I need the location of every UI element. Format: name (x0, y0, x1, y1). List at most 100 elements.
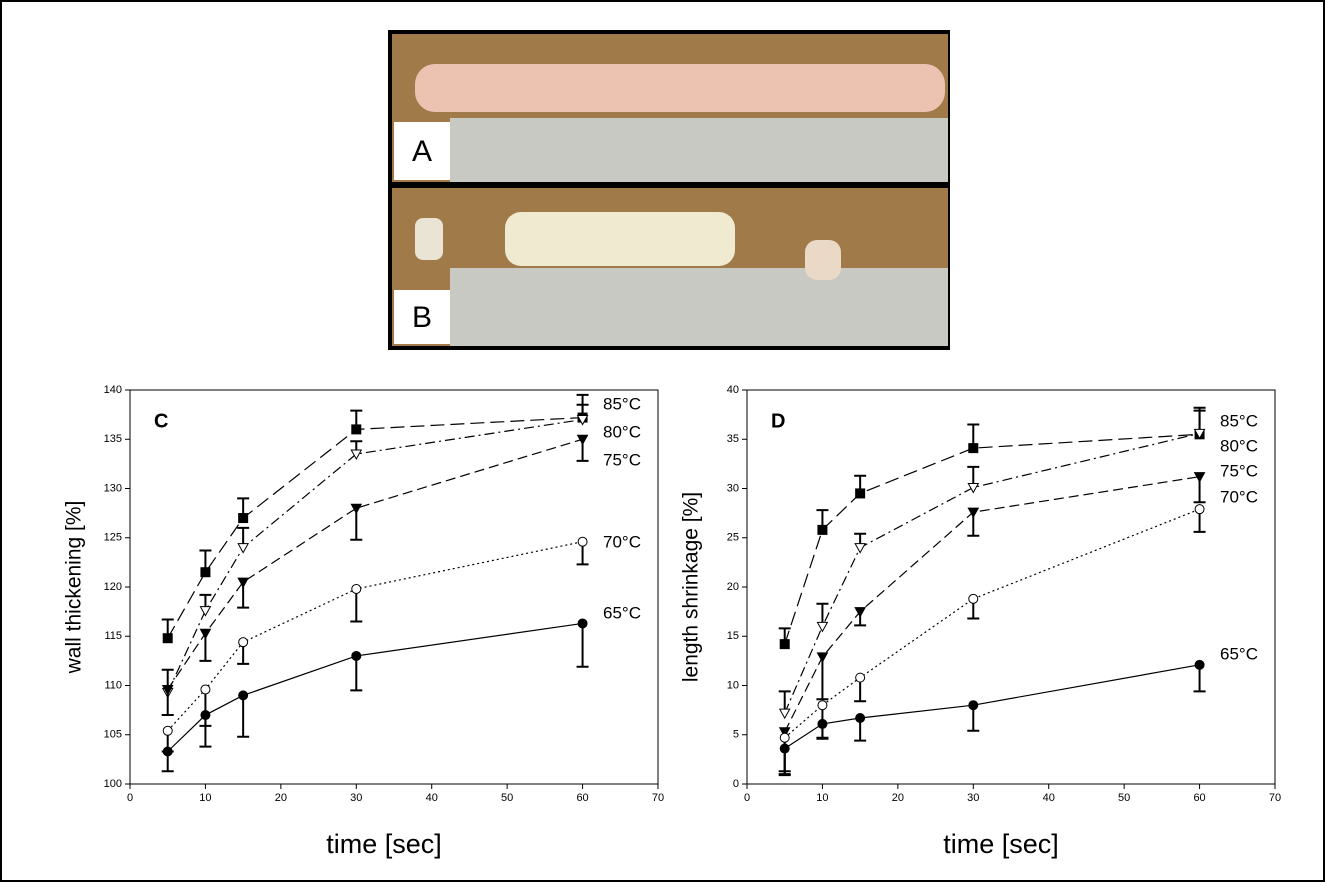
y-tick-label: 0 (733, 778, 739, 790)
series-label: 70°C (1220, 487, 1258, 506)
marker (199, 628, 212, 640)
error-bar (816, 656, 829, 701)
x-tick-label: 70 (652, 792, 664, 804)
marker (968, 700, 979, 711)
marker (238, 637, 249, 648)
x-tick-label: 20 (275, 792, 287, 804)
marker (237, 543, 249, 554)
y-tick-label: 115 (104, 630, 122, 642)
marker (577, 618, 588, 629)
y-tick-label: 5 (733, 729, 739, 741)
marker (238, 690, 249, 701)
y-tick-label: 105 (104, 729, 122, 741)
marker (967, 483, 980, 494)
marker (817, 524, 828, 535)
panel-label: B (412, 301, 432, 334)
marker (576, 415, 589, 426)
x-axis-label: time [sec] (326, 829, 442, 859)
x-tick-label: 50 (501, 792, 513, 804)
marker (162, 725, 173, 736)
y-tick-label: 20 (727, 581, 739, 593)
x-tick-label: 60 (1193, 792, 1205, 804)
label-box (394, 290, 450, 344)
ruler (450, 118, 948, 182)
ruler (450, 268, 948, 346)
panel-label: A (412, 135, 432, 168)
y-tick-label: 140 (104, 384, 122, 396)
y-tick-label: 10 (727, 679, 739, 691)
series-label: 85°C (603, 394, 641, 413)
series-label: 65°C (1220, 644, 1258, 663)
series-label: 85°C (1220, 411, 1258, 430)
x-tick-label: 30 (350, 792, 362, 804)
marker (816, 621, 829, 633)
marker (967, 507, 980, 519)
x-tick-label: 50 (1118, 792, 1130, 804)
y-tick-label: 40 (727, 384, 739, 396)
tissue (805, 240, 841, 280)
marker (576, 434, 589, 446)
y-tick-label: 135 (104, 433, 122, 445)
marker (855, 488, 866, 499)
marker (162, 746, 173, 757)
marker (779, 732, 790, 743)
x-axis-label: time [sec] (943, 829, 1059, 859)
marker (778, 727, 791, 738)
series-label: 75°C (603, 450, 641, 469)
error-bar (350, 655, 363, 692)
marker (351, 583, 362, 594)
marker (779, 743, 790, 754)
y-axis-label: wall thickening [%] (63, 501, 86, 675)
x-tick-label: 30 (967, 792, 979, 804)
x-tick-label: 0 (744, 792, 750, 804)
y-axis-label: length shrinkage [%] (680, 492, 703, 682)
tissue (415, 218, 443, 260)
tissue (505, 212, 735, 266)
tissue (415, 64, 945, 112)
marker (968, 443, 979, 454)
x-tick-label: 0 (127, 792, 133, 804)
marker (1194, 504, 1205, 515)
x-tick-label: 20 (892, 792, 904, 804)
marker (200, 684, 211, 695)
panel-label: C (154, 410, 168, 432)
panel-label: D (771, 410, 785, 432)
marker (968, 593, 979, 604)
series-label: 75°C (1220, 461, 1258, 480)
marker (779, 639, 790, 650)
y-tick-label: 130 (104, 482, 122, 494)
x-tick-label: 70 (1269, 792, 1281, 804)
marker (199, 606, 212, 617)
x-tick-label: 10 (816, 792, 828, 804)
marker (817, 718, 828, 729)
y-tick-label: 125 (104, 532, 122, 544)
marker (162, 633, 173, 644)
error-bar (576, 623, 589, 668)
marker (350, 449, 363, 461)
marker (350, 503, 363, 515)
marker (854, 543, 866, 554)
y-tick-label: 25 (727, 532, 739, 544)
marker (778, 708, 791, 720)
series-label: 65°C (603, 603, 641, 622)
error-bar (199, 715, 212, 748)
x-tick-label: 60 (576, 792, 588, 804)
photo-panel: A B (388, 30, 950, 350)
marker (855, 672, 866, 683)
x-tick-label: 10 (199, 792, 211, 804)
marker (161, 684, 174, 696)
series-label: 70°C (603, 532, 641, 551)
series-label: 80°C (603, 422, 641, 441)
marker (577, 536, 588, 547)
label-box (394, 122, 450, 180)
marker (200, 567, 211, 578)
marker (855, 713, 866, 724)
marker (200, 710, 211, 721)
marker (238, 513, 249, 524)
marker (854, 607, 866, 618)
y-tick-label: 35 (727, 433, 739, 445)
marker (1194, 659, 1205, 670)
y-tick-label: 100 (104, 778, 122, 790)
marker (237, 577, 249, 589)
